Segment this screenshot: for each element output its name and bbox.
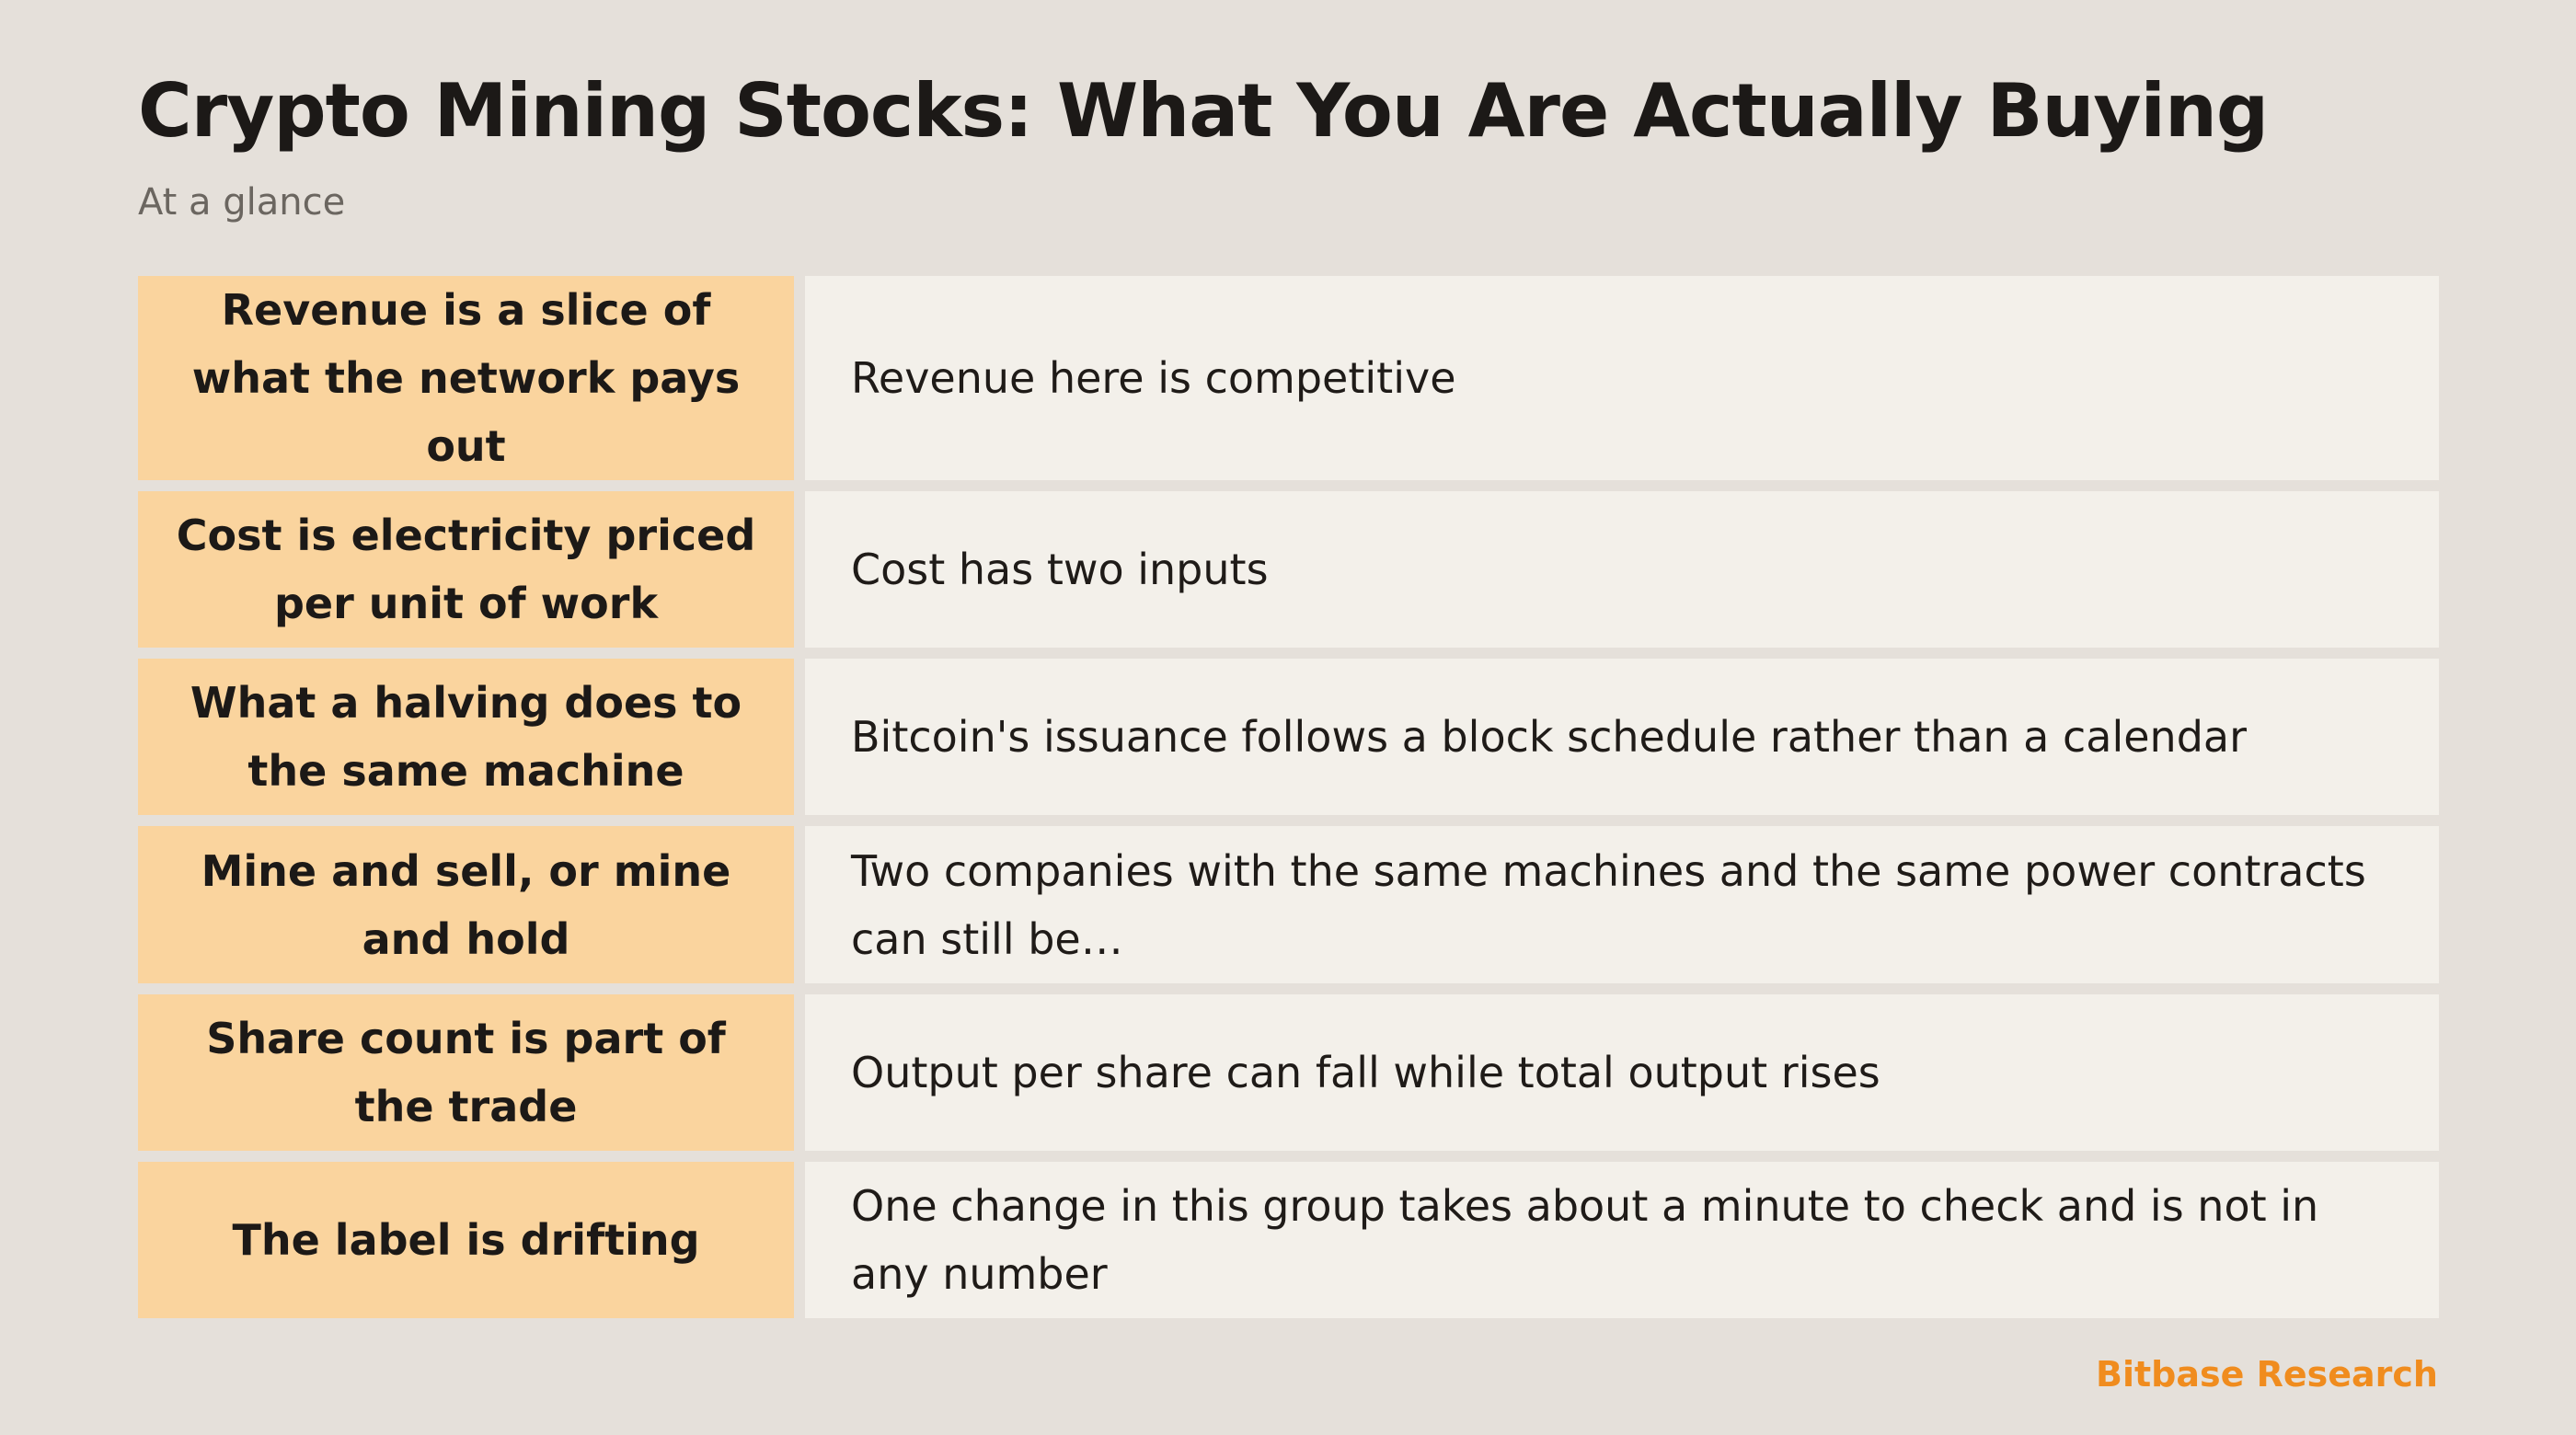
row-label: The label is drifting <box>138 1161 794 1319</box>
table-row: Share count is part of the trade Output … <box>138 993 2439 1151</box>
row-detail: Revenue here is competitive <box>805 276 2439 480</box>
table-row: Cost is electricity priced per unit of w… <box>138 491 2439 649</box>
table-row: What a halving does to the same machine … <box>138 659 2439 816</box>
page-subtitle: At a glance <box>138 181 346 224</box>
row-detail: Output per share can fall while total ou… <box>805 993 2439 1151</box>
row-detail: Two companies with the same machines and… <box>805 826 2439 983</box>
table-row: Mine and sell, or mine and hold Two comp… <box>138 826 2439 983</box>
brand-footer: Bitbase Research <box>2095 1354 2438 1395</box>
row-label: Share count is part of the trade <box>138 993 794 1151</box>
table-row: Revenue is a slice of what the network p… <box>138 276 2439 480</box>
row-label: Revenue is a slice of what the network p… <box>138 276 794 480</box>
row-label: Mine and sell, or mine and hold <box>138 826 794 983</box>
row-label: Cost is electricity priced per unit of w… <box>138 491 794 649</box>
page-title: Crypto Mining Stocks: What You Are Actua… <box>138 68 2269 154</box>
row-detail: One change in this group takes about a m… <box>805 1161 2439 1319</box>
summary-table: Revenue is a slice of what the network p… <box>138 276 2439 1319</box>
row-label: What a halving does to the same machine <box>138 659 794 816</box>
row-detail: Cost has two inputs <box>805 491 2439 649</box>
table-row: The label is drifting One change in this… <box>138 1161 2439 1319</box>
row-detail: Bitcoin's issuance follows a block sched… <box>805 659 2439 816</box>
